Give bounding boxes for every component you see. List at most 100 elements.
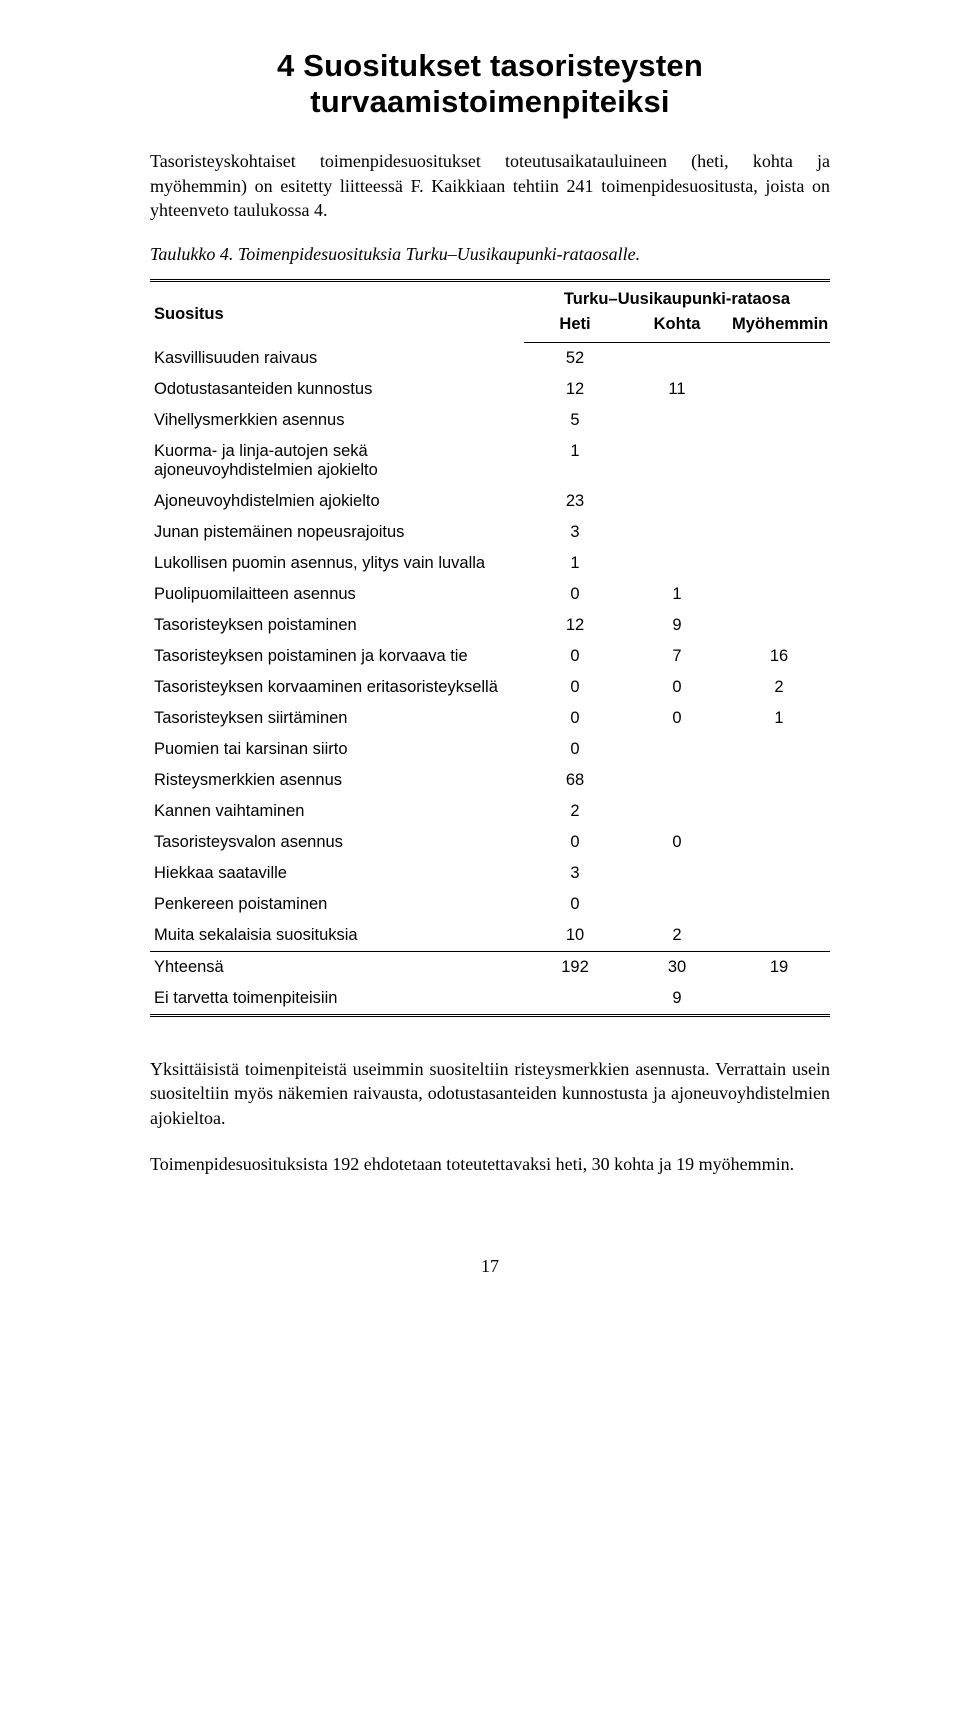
- row-value: [728, 486, 830, 517]
- table-row: Kuorma- ja linja-autojen sekä ajoneuvoyh…: [150, 436, 830, 486]
- row-label: Kuorma- ja linja-autojen sekä ajoneuvoyh…: [150, 436, 524, 486]
- row-value: 2: [728, 672, 830, 703]
- row-value: 9: [626, 983, 728, 1016]
- row-label: Tasoristeyksen poistaminen ja korvaava t…: [150, 641, 524, 672]
- table-row: Tasoristeyksen siirtäminen001: [150, 703, 830, 734]
- recommendations-table: Suositus Turku–Uusikaupunki-rataosa Heti…: [150, 279, 830, 1017]
- row-label: Vihellysmerkkien asennus: [150, 405, 524, 436]
- row-value: 0: [626, 672, 728, 703]
- table-subheader-myohemmin: Myöhemmin: [728, 313, 830, 343]
- table-subheader-kohta: Kohta: [626, 313, 728, 343]
- row-value: 0: [524, 703, 626, 734]
- row-value: [728, 796, 830, 827]
- row-value: [728, 374, 830, 405]
- table-row: Kasvillisuuden raivaus52: [150, 343, 830, 375]
- row-value: 30: [626, 952, 728, 984]
- paragraph-after-1: Yksittäisistä toimenpiteistä useimmin su…: [150, 1057, 830, 1130]
- row-value: 0: [524, 641, 626, 672]
- row-value: [728, 405, 830, 436]
- row-value: 1: [626, 579, 728, 610]
- row-value: 0: [524, 579, 626, 610]
- row-value: 23: [524, 486, 626, 517]
- row-value: [728, 983, 830, 1016]
- table-group-header: Turku–Uusikaupunki-rataosa: [524, 281, 830, 314]
- row-value: [728, 920, 830, 952]
- row-value: [728, 579, 830, 610]
- row-value: [728, 889, 830, 920]
- intro-paragraph: Tasoristeyskohtaiset toimenpidesuosituks…: [150, 149, 830, 222]
- table-row: Odotustasanteiden kunnostus1211: [150, 374, 830, 405]
- row-value: [728, 436, 830, 486]
- table-row: Puomien tai karsinan siirto0: [150, 734, 830, 765]
- row-value: 11: [626, 374, 728, 405]
- row-value: 7: [626, 641, 728, 672]
- table-col-header-label: Suositus: [150, 281, 524, 343]
- paragraph-after-2: Toimenpidesuosituksista 192 ehdotetaan t…: [150, 1152, 830, 1176]
- row-label: Tasoristeyksen siirtäminen: [150, 703, 524, 734]
- table-row: Tasoristeyksen korvaaminen eritasoristey…: [150, 672, 830, 703]
- table-row: Ajoneuvoyhdistelmien ajokielto23: [150, 486, 830, 517]
- row-value: 0: [626, 827, 728, 858]
- row-value: [626, 734, 728, 765]
- row-value: [728, 343, 830, 375]
- row-value: 0: [524, 734, 626, 765]
- row-label: Penkereen poistaminen: [150, 889, 524, 920]
- row-value: [728, 858, 830, 889]
- row-label: Tasoristeyksen korvaaminen eritasoristey…: [150, 672, 524, 703]
- row-value: 0: [524, 889, 626, 920]
- row-value: [728, 734, 830, 765]
- row-label: Lukollisen puomin asennus, ylitys vain l…: [150, 548, 524, 579]
- row-label: Tasoristeyksen poistaminen: [150, 610, 524, 641]
- table-row: Junan pistemäinen nopeusrajoitus3: [150, 517, 830, 548]
- row-value: 3: [524, 517, 626, 548]
- row-value: [626, 405, 728, 436]
- table-subheader-heti: Heti: [524, 313, 626, 343]
- document-page: 4 Suositukset tasoristeysten turvaamisto…: [0, 0, 960, 1722]
- row-label: Odotustasanteiden kunnostus: [150, 374, 524, 405]
- row-value: [626, 343, 728, 375]
- table-row: Risteysmerkkien asennus68: [150, 765, 830, 796]
- row-value: 68: [524, 765, 626, 796]
- table-row: Tasoristeysvalon asennus00: [150, 827, 830, 858]
- row-value: 16: [728, 641, 830, 672]
- row-value: [728, 610, 830, 641]
- row-value: 10: [524, 920, 626, 952]
- page-number: 17: [150, 1256, 830, 1277]
- row-value: [626, 517, 728, 548]
- table-row: Ei tarvetta toimenpiteisiin 9: [150, 983, 830, 1016]
- row-value: 5: [524, 405, 626, 436]
- row-label: Ei tarvetta toimenpiteisiin: [150, 983, 524, 1016]
- table-row: Puolipuomilaitteen asennus01: [150, 579, 830, 610]
- row-value: 1: [728, 703, 830, 734]
- table-row: Yhteensä1923019: [150, 952, 830, 984]
- row-value: [626, 796, 728, 827]
- row-label: Tasoristeysvalon asennus: [150, 827, 524, 858]
- row-value: 1: [524, 548, 626, 579]
- row-label: Ajoneuvoyhdistelmien ajokielto: [150, 486, 524, 517]
- row-value: 12: [524, 610, 626, 641]
- row-value: [626, 436, 728, 486]
- row-label: Junan pistemäinen nopeusrajoitus: [150, 517, 524, 548]
- table-body: Kasvillisuuden raivaus52Odotustasanteide…: [150, 343, 830, 1016]
- row-label: Muita sekalaisia suosituksia: [150, 920, 524, 952]
- row-label: Risteysmerkkien asennus: [150, 765, 524, 796]
- row-label: Puolipuomilaitteen asennus: [150, 579, 524, 610]
- table-row: Lukollisen puomin asennus, ylitys vain l…: [150, 548, 830, 579]
- row-value: 12: [524, 374, 626, 405]
- row-value: 0: [524, 827, 626, 858]
- row-label: Kasvillisuuden raivaus: [150, 343, 524, 375]
- row-value: 52: [524, 343, 626, 375]
- row-value: [626, 486, 728, 517]
- row-value: 3: [524, 858, 626, 889]
- row-value: [626, 889, 728, 920]
- table-row: Kannen vaihtaminen2: [150, 796, 830, 827]
- row-value: 1: [524, 436, 626, 486]
- table-caption: Taulukko 4. Toimenpidesuosituksia Turku–…: [150, 244, 830, 265]
- table-row: Muita sekalaisia suosituksia102: [150, 920, 830, 952]
- row-value: [728, 548, 830, 579]
- table-row: Hiekkaa saataville3: [150, 858, 830, 889]
- row-value: [626, 765, 728, 796]
- row-value: [626, 548, 728, 579]
- row-value: [728, 827, 830, 858]
- table-row: Tasoristeyksen poistaminen ja korvaava t…: [150, 641, 830, 672]
